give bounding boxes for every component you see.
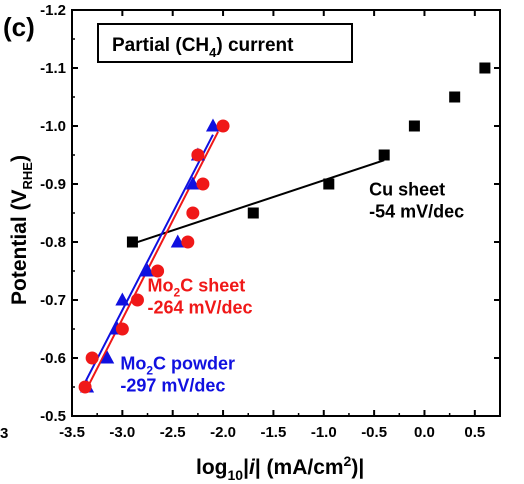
point-mo2c_powder — [170, 234, 185, 248]
point-cu — [408, 120, 420, 132]
annotation-mo2c_sheet: Mo2C sheet-264 mV/dec — [148, 275, 253, 317]
x-tick-label: -0.5 — [361, 424, 387, 441]
x-axis-title: log10|i| (mA/cm2)| — [196, 453, 364, 483]
annotation-cu-line: -54 mV/dec — [369, 202, 464, 222]
fit-lines — [81, 131, 385, 389]
point-mo2c_sheet — [115, 322, 129, 336]
point-mo2c_sheet — [186, 206, 200, 220]
point-mo2c_powder — [115, 292, 130, 306]
annotation-cu-line: Cu sheet — [369, 180, 445, 200]
point-mo2c_powder — [185, 176, 200, 190]
y-axis-title: Potential (VRHE) — [8, 155, 35, 305]
point-cu — [449, 91, 461, 103]
annotation-text: C powder — [153, 354, 235, 374]
point-cu — [378, 149, 390, 161]
point-mo2c_sheet — [191, 148, 205, 162]
annotation-cu: Cu sheet-54 mV/dec — [369, 180, 464, 222]
data-points — [78, 62, 491, 394]
point-mo2c_sheet — [196, 177, 210, 191]
y-tick-label: -0.8 — [40, 234, 66, 251]
annotation-text: Mo — [120, 354, 146, 374]
y-tick-label: -0.5 — [40, 408, 66, 425]
stray-label: 3 — [0, 425, 8, 442]
point-mo2c_sheet — [216, 119, 230, 133]
y-tick-label: -1.2 — [40, 2, 66, 19]
point-cu — [479, 62, 491, 74]
point-cu — [126, 236, 138, 248]
point-cu — [323, 178, 335, 190]
y-tick-label: -1.0 — [40, 118, 66, 135]
point-mo2c_sheet — [181, 235, 195, 249]
annotation-text: C sheet — [180, 275, 245, 295]
fit-line-cu — [127, 159, 385, 247]
x-tick-label: 0.0 — [414, 424, 435, 441]
annotation-mo2c_powder: Mo2C powder-297 mV/dec — [120, 354, 235, 396]
point-mo2c_sheet — [151, 264, 165, 278]
y-tick-label: -0.7 — [40, 292, 66, 309]
x-tick-label: -3.5 — [59, 424, 85, 441]
annotation-mo2c_powder-line: -297 mV/dec — [120, 376, 225, 396]
point-mo2c_powder — [205, 118, 220, 132]
point-mo2c_sheet — [130, 293, 144, 307]
point-mo2c_sheet — [85, 351, 99, 365]
annotation-mo2c_powder-line: Mo2C powder — [120, 354, 235, 378]
point-mo2c_powder — [140, 263, 155, 277]
x-axis-ticks: -3.5 -3.0 -2.5 -2.0 -1.5 -1.0 -0.5 0.0 0.5 — [59, 10, 485, 441]
x-tick-label: -2.0 — [210, 424, 236, 441]
point-mo2c_powder — [100, 350, 115, 364]
chart-title: Partial (CH4) current — [112, 35, 294, 60]
annotation-subscript: 2 — [174, 285, 181, 299]
annotation-subscript: 2 — [146, 364, 153, 378]
fit-line-mo2c_powder — [81, 134, 214, 389]
annotation-mo2c_sheet-line: -264 mV/dec — [148, 297, 253, 317]
panel-label: (c) — [3, 12, 35, 42]
legend-frame — [97, 23, 353, 63]
x-tick-label: -2.5 — [160, 424, 186, 441]
y-axis-ticks: -0.5 -0.6 -0.7 -0.8 -0.9 -1.0 -1.1 -1.2 — [40, 2, 500, 425]
x-tick-label: -1.5 — [260, 424, 286, 441]
x-tick-label: 0.5 — [464, 424, 485, 441]
fit-line-mo2c_sheet — [86, 131, 219, 389]
x-tick-label: -1.0 — [311, 424, 337, 441]
point-mo2c_sheet — [78, 380, 92, 394]
annotation-text: Mo — [148, 275, 174, 295]
legend-box: Partial (CH4) current — [97, 23, 353, 63]
y-tick-label: -0.9 — [40, 176, 66, 193]
x-tick-label: -3.0 — [109, 424, 135, 441]
y-tick-label: -1.1 — [40, 60, 66, 77]
annotation-mo2c_sheet-line: Mo2C sheet — [148, 275, 246, 299]
y-tick-label: -0.6 — [40, 350, 66, 367]
point-cu — [247, 207, 259, 219]
